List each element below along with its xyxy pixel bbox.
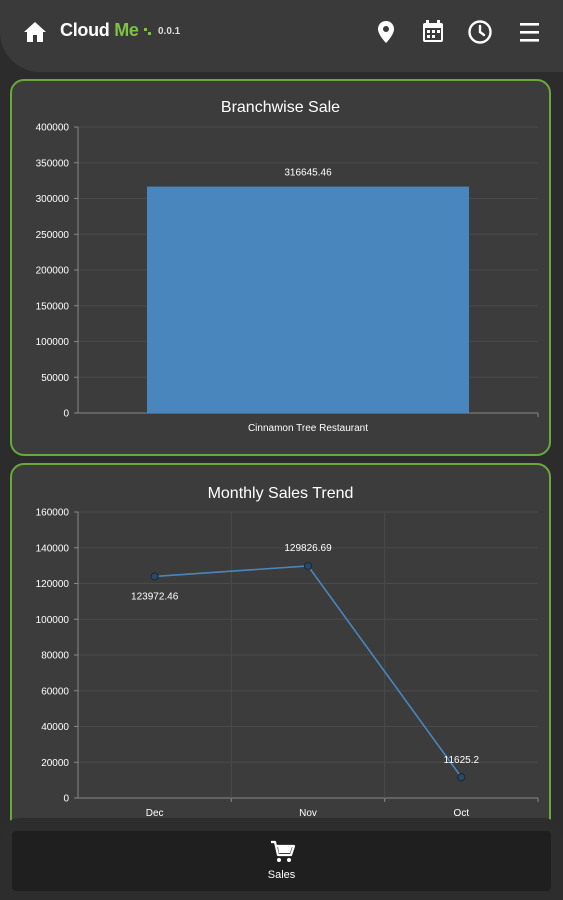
chart-title: Monthly Sales Trend [207, 485, 354, 502]
calendar-icon[interactable] [420, 18, 446, 46]
data-label: 11625.2 [444, 755, 480, 766]
data-point [150, 572, 159, 581]
chart-title: Branchwise Sale [220, 99, 341, 116]
x-tick-label: Dec [146, 808, 164, 819]
branchwise-sale-card: Branchwise Sale 0 50000 100000 150000 200000… [10, 79, 551, 456]
data-point [457, 773, 466, 782]
y-tick-label: 160000 [36, 508, 70, 519]
y-tick-label: 20000 [41, 758, 69, 769]
app-version: 0.0.1 [158, 26, 181, 37]
y-tick-label: 0 [63, 794, 69, 805]
y-tick-label: 80000 [41, 651, 69, 662]
data-point [303, 561, 313, 571]
y-tick-label: 60000 [41, 686, 69, 697]
brand-cloud: Cloud [60, 20, 110, 40]
home-icon[interactable] [22, 20, 48, 44]
y-tick-label: 100000 [36, 337, 70, 348]
y-tick-label: 120000 [36, 579, 70, 590]
x-tick-label: Oct [454, 808, 470, 819]
y-tick-label: 250000 [36, 230, 70, 241]
series-line [154, 565, 462, 778]
y-tick-label: 50000 [41, 373, 69, 384]
tab-label: Sales [267, 869, 296, 881]
data-label: 316645.46 [284, 168, 332, 179]
tab-sales[interactable]: Sales [12, 831, 551, 891]
y-tick-label: 200000 [36, 266, 70, 277]
y-tick-label: 40000 [41, 722, 69, 733]
y-tick-label: 300000 [36, 194, 70, 205]
y-tick-label: 100000 [36, 615, 70, 626]
brand-me: Me [114, 20, 139, 40]
y-tick-label: 140000 [36, 543, 70, 554]
data-label: 123972.46 [131, 591, 179, 602]
x-tick-label: Nov [299, 808, 317, 819]
menu-icon[interactable] [517, 18, 543, 46]
clock-icon[interactable] [467, 18, 493, 46]
data-label: 129826.69 [284, 543, 332, 554]
app-header: Cloud Me 0.0.1 [0, 0, 563, 72]
y-tick-label: 150000 [36, 301, 70, 312]
monthly-sales-card: Monthly Sales Trend 0 20000 40000 60000 8000… [10, 463, 551, 883]
cart-icon [271, 840, 296, 862]
monthly-sales-chart: 0 20000 40000 60000 80000 100000 120000 140000 1… [36, 508, 539, 819]
branchwise-sale-chart: 0 50000 100000 150000 200000 250000 300000 3500… [36, 123, 539, 434]
y-tick-label: 350000 [36, 158, 70, 169]
bottom-nav: Sales [0, 818, 563, 900]
y-tick-label: 0 [63, 409, 69, 420]
logo-dots-icon [144, 28, 152, 35]
bar [147, 186, 469, 413]
y-tick-label: 400000 [36, 123, 70, 134]
x-tick-label: Cinnamon Tree Restaurant [248, 423, 368, 434]
location-pin-icon[interactable] [373, 18, 399, 46]
app-logo: Cloud Me [60, 20, 154, 41]
